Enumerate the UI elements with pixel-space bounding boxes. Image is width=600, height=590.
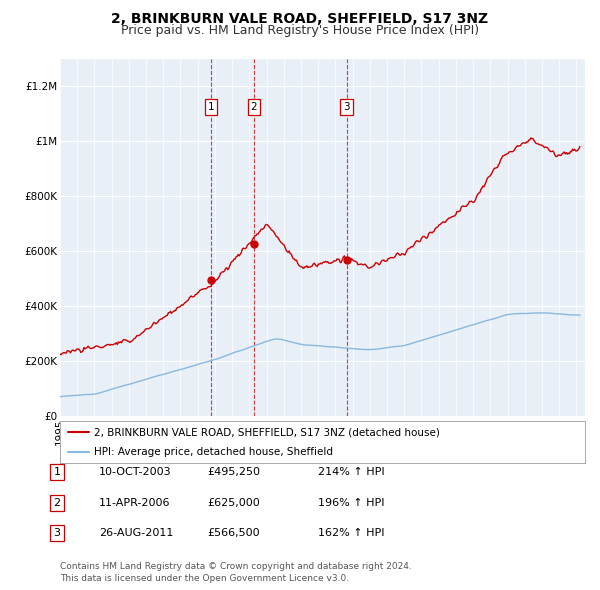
Text: 2: 2	[251, 102, 257, 112]
Text: 2, BRINKBURN VALE ROAD, SHEFFIELD, S17 3NZ (detached house): 2, BRINKBURN VALE ROAD, SHEFFIELD, S17 3…	[94, 427, 440, 437]
Text: £625,000: £625,000	[207, 498, 260, 507]
Text: Price paid vs. HM Land Registry's House Price Index (HPI): Price paid vs. HM Land Registry's House …	[121, 24, 479, 37]
Text: 11-APR-2006: 11-APR-2006	[99, 498, 170, 507]
Text: 162% ↑ HPI: 162% ↑ HPI	[318, 529, 385, 538]
Text: £495,250: £495,250	[207, 467, 260, 477]
Text: 1: 1	[208, 102, 214, 112]
Text: 26-AUG-2011: 26-AUG-2011	[99, 529, 173, 538]
Text: 3: 3	[53, 529, 61, 538]
Text: HPI: Average price, detached house, Sheffield: HPI: Average price, detached house, Shef…	[94, 447, 333, 457]
Text: 10-OCT-2003: 10-OCT-2003	[99, 467, 172, 477]
Text: 196% ↑ HPI: 196% ↑ HPI	[318, 498, 385, 507]
Text: 214% ↑ HPI: 214% ↑ HPI	[318, 467, 385, 477]
Text: Contains HM Land Registry data © Crown copyright and database right 2024.
This d: Contains HM Land Registry data © Crown c…	[60, 562, 412, 583]
Text: 2, BRINKBURN VALE ROAD, SHEFFIELD, S17 3NZ: 2, BRINKBURN VALE ROAD, SHEFFIELD, S17 3…	[112, 12, 488, 26]
Text: 1: 1	[53, 467, 61, 477]
Text: £566,500: £566,500	[207, 529, 260, 538]
Text: 3: 3	[343, 102, 350, 112]
Text: 2: 2	[53, 498, 61, 507]
